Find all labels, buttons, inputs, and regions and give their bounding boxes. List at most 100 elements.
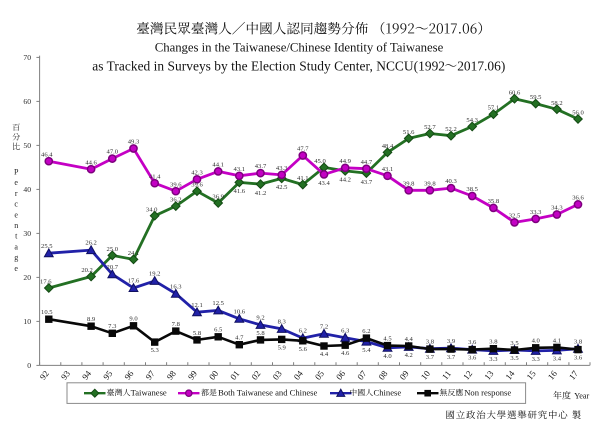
svg-text:g: g xyxy=(14,253,18,262)
svg-text:Both Taiwanese and Chinese: Both Taiwanese and Chinese xyxy=(218,387,317,397)
svg-text:16.3: 16.3 xyxy=(170,283,182,290)
svg-text:4.0: 4.0 xyxy=(383,353,392,360)
svg-text:8.3: 8.3 xyxy=(278,319,287,326)
svg-text:17.6: 17.6 xyxy=(128,278,140,285)
svg-text:57.1: 57.1 xyxy=(488,105,500,112)
svg-text:8.9: 8.9 xyxy=(87,316,96,323)
svg-text:4.6: 4.6 xyxy=(341,350,350,357)
svg-text:42.5: 42.5 xyxy=(276,184,288,191)
svg-text:4.0: 4.0 xyxy=(532,338,541,345)
svg-text:24.1: 24.1 xyxy=(128,250,140,257)
svg-text:43.7: 43.7 xyxy=(255,163,267,170)
svg-text:c: c xyxy=(14,200,18,209)
svg-text:43.1: 43.1 xyxy=(382,166,394,173)
svg-text:36.9: 36.9 xyxy=(212,194,224,201)
svg-text:33.3: 33.3 xyxy=(530,209,542,216)
svg-text:r: r xyxy=(15,189,18,198)
svg-text:17.6: 17.6 xyxy=(40,279,52,286)
svg-text:60.6: 60.6 xyxy=(509,89,521,96)
svg-text:5.9: 5.9 xyxy=(278,344,287,351)
svg-text:43.1: 43.1 xyxy=(234,166,246,173)
svg-text:50: 50 xyxy=(23,141,31,150)
svg-text:3.3: 3.3 xyxy=(489,356,498,363)
svg-text:47.0: 47.0 xyxy=(107,149,119,156)
svg-text:70: 70 xyxy=(23,53,31,62)
svg-text:40.3: 40.3 xyxy=(445,178,457,185)
svg-text:as Tracked in Surveys by the E: as Tracked in Surveys by the Election St… xyxy=(92,58,445,73)
svg-text:10.6: 10.6 xyxy=(234,308,246,315)
svg-text:3.5: 3.5 xyxy=(510,340,519,347)
svg-text:36.6: 36.6 xyxy=(572,195,584,202)
svg-text:0: 0 xyxy=(27,361,31,370)
svg-text:3.7: 3.7 xyxy=(447,354,456,361)
svg-text:7.2: 7.2 xyxy=(320,323,328,330)
svg-text:3.8: 3.8 xyxy=(574,338,583,345)
svg-text:3.8: 3.8 xyxy=(489,339,498,346)
svg-text:49.3: 49.3 xyxy=(128,139,140,146)
svg-text:48.4: 48.4 xyxy=(382,143,394,150)
svg-text:4.4: 4.4 xyxy=(405,336,414,343)
svg-text:Taiwanese: Taiwanese xyxy=(131,387,167,397)
svg-text:12.1: 12.1 xyxy=(191,302,203,309)
svg-text:10: 10 xyxy=(23,317,31,326)
svg-text:20: 20 xyxy=(23,273,31,282)
svg-text:3.8: 3.8 xyxy=(426,338,435,345)
svg-text:P: P xyxy=(14,168,19,177)
svg-text:36.2: 36.2 xyxy=(170,197,182,204)
svg-text:Year: Year xyxy=(574,392,589,401)
svg-text:32.5: 32.5 xyxy=(509,213,521,220)
svg-text:4.5: 4.5 xyxy=(383,336,392,343)
svg-text:3.7: 3.7 xyxy=(426,354,435,361)
svg-text:2017.06): 2017.06) xyxy=(457,58,505,73)
svg-text:25.0: 25.0 xyxy=(107,246,119,253)
svg-text:4.2: 4.2 xyxy=(405,352,413,359)
svg-text:59.5: 59.5 xyxy=(530,94,542,101)
svg-text:5.6: 5.6 xyxy=(299,346,308,353)
svg-text:6.2: 6.2 xyxy=(362,328,370,335)
svg-text:44.2: 44.2 xyxy=(339,177,351,184)
svg-text:Changes in the Taiwanese/Chine: Changes in the Taiwanese/Chinese Identit… xyxy=(155,41,444,55)
svg-text:44.1: 44.1 xyxy=(212,162,224,169)
svg-text:58.2: 58.2 xyxy=(551,100,563,107)
svg-text:34.3: 34.3 xyxy=(551,205,563,212)
svg-text:41.6: 41.6 xyxy=(234,188,246,195)
svg-text:7.3: 7.3 xyxy=(108,323,117,330)
svg-text:46.4: 46.4 xyxy=(41,151,53,158)
svg-text:3.5: 3.5 xyxy=(510,355,519,362)
svg-text:52.7: 52.7 xyxy=(424,124,436,131)
svg-text:47.7: 47.7 xyxy=(297,146,309,153)
svg-text:30: 30 xyxy=(23,229,31,238)
svg-text:7.8: 7.8 xyxy=(172,321,181,328)
svg-text:39.8: 39.8 xyxy=(403,180,415,187)
svg-text:43.7: 43.7 xyxy=(361,179,373,186)
svg-text:54.3: 54.3 xyxy=(466,117,478,124)
svg-text:3.3: 3.3 xyxy=(532,356,541,363)
svg-text:34.0: 34.0 xyxy=(146,206,158,213)
svg-text:42.3: 42.3 xyxy=(191,169,203,176)
svg-text:41.2: 41.2 xyxy=(255,190,267,197)
svg-text:e: e xyxy=(14,210,18,219)
svg-text:3.9: 3.9 xyxy=(447,338,456,345)
svg-text:3.6: 3.6 xyxy=(468,339,477,346)
svg-text:4.4: 4.4 xyxy=(320,351,329,358)
svg-text:35.8: 35.8 xyxy=(488,198,500,205)
svg-text:3.6: 3.6 xyxy=(574,355,583,362)
svg-text:10.5: 10.5 xyxy=(41,309,53,316)
svg-text:45.0: 45.0 xyxy=(314,158,326,165)
svg-text:41.1: 41.1 xyxy=(297,175,309,182)
svg-text:Non response: Non response xyxy=(464,387,511,397)
svg-text:12.5: 12.5 xyxy=(212,300,224,307)
svg-text:41.4: 41.4 xyxy=(149,173,161,180)
svg-text:39.6: 39.6 xyxy=(191,182,203,189)
svg-text:19.2: 19.2 xyxy=(149,271,161,278)
svg-text:20.2: 20.2 xyxy=(81,267,93,274)
svg-text:39.6: 39.6 xyxy=(170,181,182,188)
svg-text:39.8: 39.8 xyxy=(424,180,436,187)
svg-text:6.5: 6.5 xyxy=(214,327,223,334)
svg-text:43.3: 43.3 xyxy=(276,165,288,172)
svg-text:5.8: 5.8 xyxy=(193,330,202,337)
svg-text:9.0: 9.0 xyxy=(129,316,138,323)
svg-text:9.2: 9.2 xyxy=(256,315,264,322)
svg-text:43.4: 43.4 xyxy=(318,180,330,187)
svg-text:44.9: 44.9 xyxy=(339,158,351,165)
